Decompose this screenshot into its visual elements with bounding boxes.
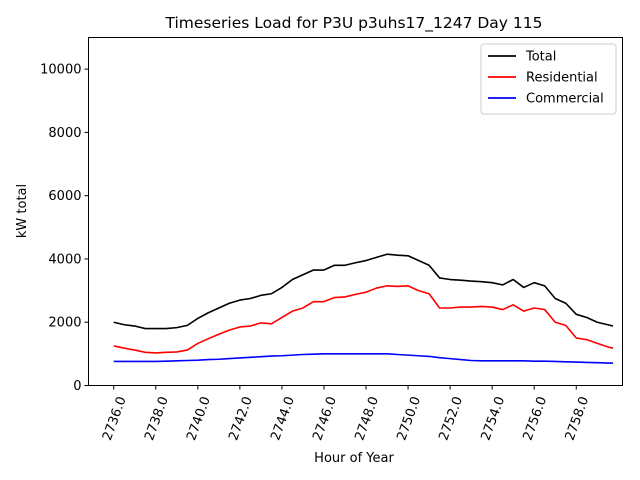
y-tick-label: 10000 (40, 63, 81, 78)
legend-box (480, 43, 617, 115)
y-axis-label: kW total (15, 184, 30, 238)
y-tick-label: 8000 (48, 126, 81, 141)
x-tick-label: 2752.0 (436, 395, 466, 443)
series-line-residential (113, 285, 614, 354)
x-tick-label: 2756.0 (521, 395, 551, 443)
legend-label-commercial: Commercial (526, 92, 604, 107)
x-tick-label: 2740.0 (184, 395, 214, 443)
y-tick-label: 2000 (48, 316, 81, 331)
series-line-commercial (113, 353, 614, 364)
y-tick-label: 4000 (48, 252, 81, 267)
chart-title: Timeseries Load for P3U p3uhs17_1247 Day… (165, 14, 543, 33)
series-line-total (113, 253, 614, 330)
legend-label-residential: Residential (526, 71, 598, 86)
legend-entries: Total Residential Commercial (488, 50, 604, 107)
x-tick-label: 2744.0 (268, 395, 298, 443)
x-tick-label: 2746.0 (310, 395, 340, 443)
x-tick-label: 2758.0 (563, 395, 593, 443)
y-axis-ticks: 0 2000 4000 6000 8000 10000 (40, 63, 89, 394)
legend: Total Residential Commercial (480, 43, 617, 115)
y-tick-label: 0 (73, 379, 81, 394)
x-tick-label: 2742.0 (226, 395, 256, 443)
x-axis-label: Hour of Year (314, 451, 394, 466)
x-tick-label: 2754.0 (479, 395, 509, 443)
x-tick-label: 2736.0 (100, 395, 130, 443)
x-tick-label: 2738.0 (142, 395, 172, 443)
x-tick-label: 2750.0 (394, 395, 424, 443)
y-tick-label: 6000 (48, 189, 81, 204)
series-lines (113, 253, 614, 364)
x-tick-label: 2748.0 (352, 395, 382, 443)
x-axis-ticks: 2736.0 2738.0 2740.0 2742.0 2744.0 2746.0 2748… (100, 385, 593, 443)
legend-label-total: Total (525, 50, 556, 65)
